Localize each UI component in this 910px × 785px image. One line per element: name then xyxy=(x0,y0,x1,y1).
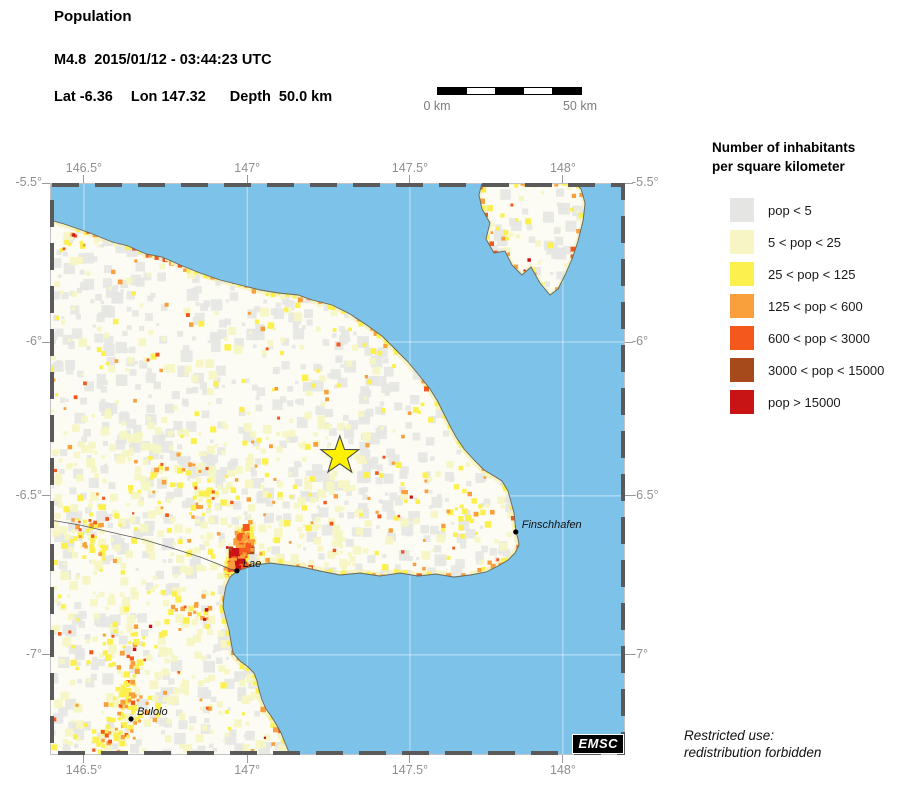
legend-item-label: pop > 15000 xyxy=(768,394,841,410)
legend-item-label: 25 < pop < 125 xyxy=(768,266,856,282)
x-axis-label-bottom: 148° xyxy=(549,763,576,777)
y-axis-label-left: -6.5° xyxy=(15,487,42,502)
epicenter-star-icon xyxy=(319,434,361,474)
legend-item: 25 < pop < 125 xyxy=(712,262,902,286)
map-canvas: Finschhafen Lae Bulolo xyxy=(49,182,625,756)
axis-tick xyxy=(246,755,248,763)
y-axis-label-left: -6° xyxy=(25,334,42,349)
legend-item-label: pop < 5 xyxy=(768,202,812,218)
scale-bar-segment xyxy=(495,88,524,94)
island-coastline xyxy=(478,182,586,296)
event-longitude: Lon 147.32 xyxy=(130,89,206,105)
legend-item-label: 600 < pop < 3000 xyxy=(768,330,870,346)
event-depth: Depth 50.0 km xyxy=(229,89,333,105)
axis-tick xyxy=(409,175,411,183)
restricted-use-note: Restricted use: redistribution forbidden xyxy=(684,728,822,760)
city-label: Finschhafen xyxy=(522,519,582,531)
map-frame-dashed xyxy=(50,183,625,755)
x-axis-label-bottom: 147° xyxy=(234,763,261,777)
legend-item: 600 < pop < 3000 xyxy=(712,326,902,350)
legend-title: Number of inhabitants per square kilomet… xyxy=(712,140,856,174)
axis-tick xyxy=(42,341,50,343)
city-markers: Finschhafen Lae Bulolo xyxy=(128,519,582,722)
legend-swatch xyxy=(730,358,754,382)
map: Finschhafen Lae Bulolo EMSC xyxy=(49,182,625,756)
scale-bar-start-label: 0 km xyxy=(423,99,451,113)
y-axis-label-left: -5.5° xyxy=(15,175,42,189)
event-coordinates: Lat -6.36 Lon 147.32 Depth 50.0 km xyxy=(54,89,332,105)
axis-tick xyxy=(562,755,564,763)
legend-swatch xyxy=(730,262,754,286)
event-latitude: Lat -6.36 xyxy=(54,89,113,105)
legend-item: pop > 15000 xyxy=(712,390,902,414)
city-label: Lae xyxy=(243,558,261,570)
axis-tick xyxy=(625,654,633,656)
event-magnitude-time: M4.8 2015/01/12 - 03:44:23 UTC xyxy=(54,52,272,68)
emsc-attribution-badge: EMSC xyxy=(572,734,624,754)
axis-tick xyxy=(625,495,633,497)
x-axis-label-top: 147° xyxy=(234,161,261,175)
legend-swatch xyxy=(730,198,754,222)
legend-swatch xyxy=(730,326,754,350)
city-dot xyxy=(234,568,240,574)
legend-swatch xyxy=(730,390,754,414)
axis-tick xyxy=(246,175,248,183)
page-title: Population xyxy=(54,8,132,25)
y-axis-label-right: -6° xyxy=(632,334,649,349)
legend-item-label: 5 < pop < 25 xyxy=(768,234,842,250)
legend-items: pop < 5 5 < pop < 25 25 < pop < 125 125 < p… xyxy=(712,198,902,414)
x-axis-label-top: 148° xyxy=(549,161,576,175)
axis-tick xyxy=(625,341,633,343)
legend-item-label: 125 < pop < 600 xyxy=(768,298,863,314)
city-dot xyxy=(128,716,134,722)
axis-tick xyxy=(562,175,564,183)
coastline xyxy=(49,219,520,756)
city-label: Bulolo xyxy=(137,706,168,718)
axis-tick xyxy=(42,182,50,184)
legend-item: pop < 5 xyxy=(712,198,902,222)
x-axis-label-bottom: 146.5° xyxy=(65,763,103,777)
scale-bar-segment xyxy=(552,88,581,94)
map-scale-bar xyxy=(437,87,582,95)
y-axis-label-right: -7° xyxy=(632,646,649,661)
legend-swatch xyxy=(730,294,754,318)
axis-tick xyxy=(625,182,633,184)
scale-bar-end-label: 50 km xyxy=(562,99,598,113)
axis-tick xyxy=(42,495,50,497)
y-axis-label-left: -7° xyxy=(25,646,42,661)
axis-tick xyxy=(409,755,411,763)
scale-bar-segment xyxy=(438,88,467,94)
legend: Number of inhabitants per square kilomet… xyxy=(712,138,902,414)
x-axis-label-top: 146.5° xyxy=(65,161,103,175)
scale-bar-segment xyxy=(523,88,553,94)
legend-item: 125 < pop < 600 xyxy=(712,294,902,318)
river-line xyxy=(49,519,238,572)
y-axis-label-right: -6.5° xyxy=(632,487,659,502)
axis-tick xyxy=(83,175,85,183)
legend-swatch xyxy=(730,230,754,254)
axis-tick xyxy=(83,755,85,763)
city-dot xyxy=(513,529,519,535)
legend-item: 5 < pop < 25 xyxy=(712,230,902,254)
axis-tick xyxy=(42,654,50,656)
legend-item-label: 3000 < pop < 15000 xyxy=(768,362,885,378)
scale-bar-segment xyxy=(466,88,496,94)
legend-item: 3000 < pop < 15000 xyxy=(712,358,902,382)
x-axis-label-top: 147.5° xyxy=(391,161,429,175)
y-axis-label-right: -5.5° xyxy=(632,175,659,189)
x-axis-label-bottom: 147.5° xyxy=(391,763,429,777)
